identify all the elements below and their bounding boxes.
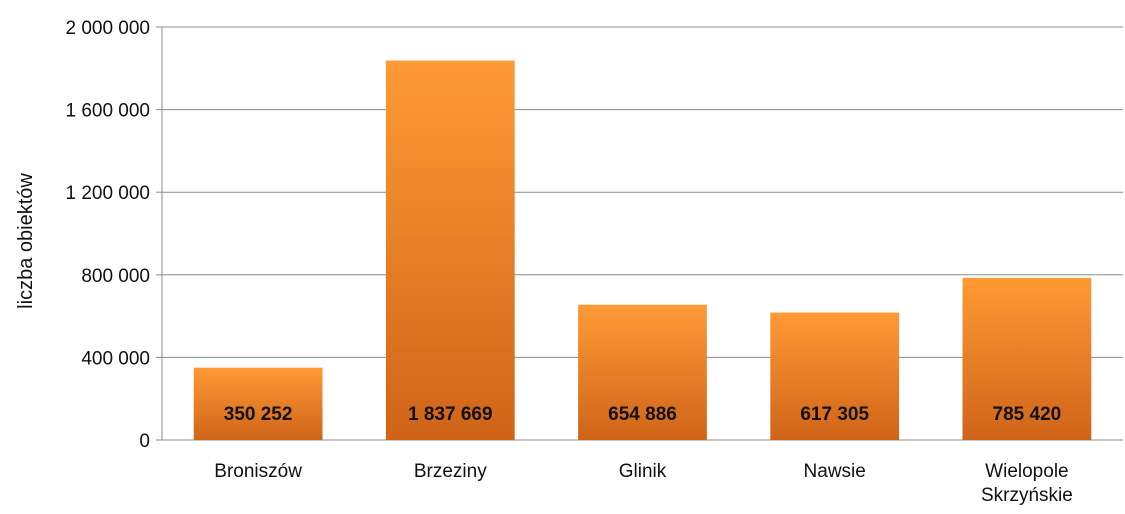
data-label: 350 252 xyxy=(224,404,293,425)
data-label: 1 837 669 xyxy=(408,404,493,425)
x-category-labels: Broniszów Brzeziny Glinik Nawsie Wielopole Sk… xyxy=(214,461,1073,506)
y-tick-label: 1 600 000 xyxy=(65,101,150,122)
y-tick-label: 2 000 000 xyxy=(65,18,150,39)
y-tick-label: 1 200 000 xyxy=(65,183,150,204)
bar xyxy=(578,304,707,440)
data-labels: 350 252 1 837 669 654 886 617 305 785 420 xyxy=(224,404,1061,425)
data-label: 654 886 xyxy=(608,404,677,425)
bar xyxy=(385,60,515,440)
x-category-label: Nawsie xyxy=(804,461,866,482)
x-category-label: Broniszów xyxy=(214,461,302,482)
data-label: 785 420 xyxy=(993,404,1062,425)
y-tick-labels: 0 400 000 800 000 1 200 000 1 600 000 2 000 0… xyxy=(65,18,150,452)
bars xyxy=(193,60,1092,440)
x-category-label: Wielopole Skrzyńskie xyxy=(981,461,1073,506)
y-axis-title: liczba obiektów xyxy=(15,173,37,309)
y-tick-label: 400 000 xyxy=(81,348,150,369)
bar xyxy=(770,312,900,440)
y-tick-label: 800 000 xyxy=(81,266,150,287)
data-label: 617 305 xyxy=(800,404,869,425)
y-tick-label: 0 xyxy=(139,431,150,452)
x-category-label: Glinik xyxy=(619,461,667,482)
bar xyxy=(193,367,323,440)
x-category-label: Brzeziny xyxy=(414,461,487,482)
bar xyxy=(962,277,1092,440)
